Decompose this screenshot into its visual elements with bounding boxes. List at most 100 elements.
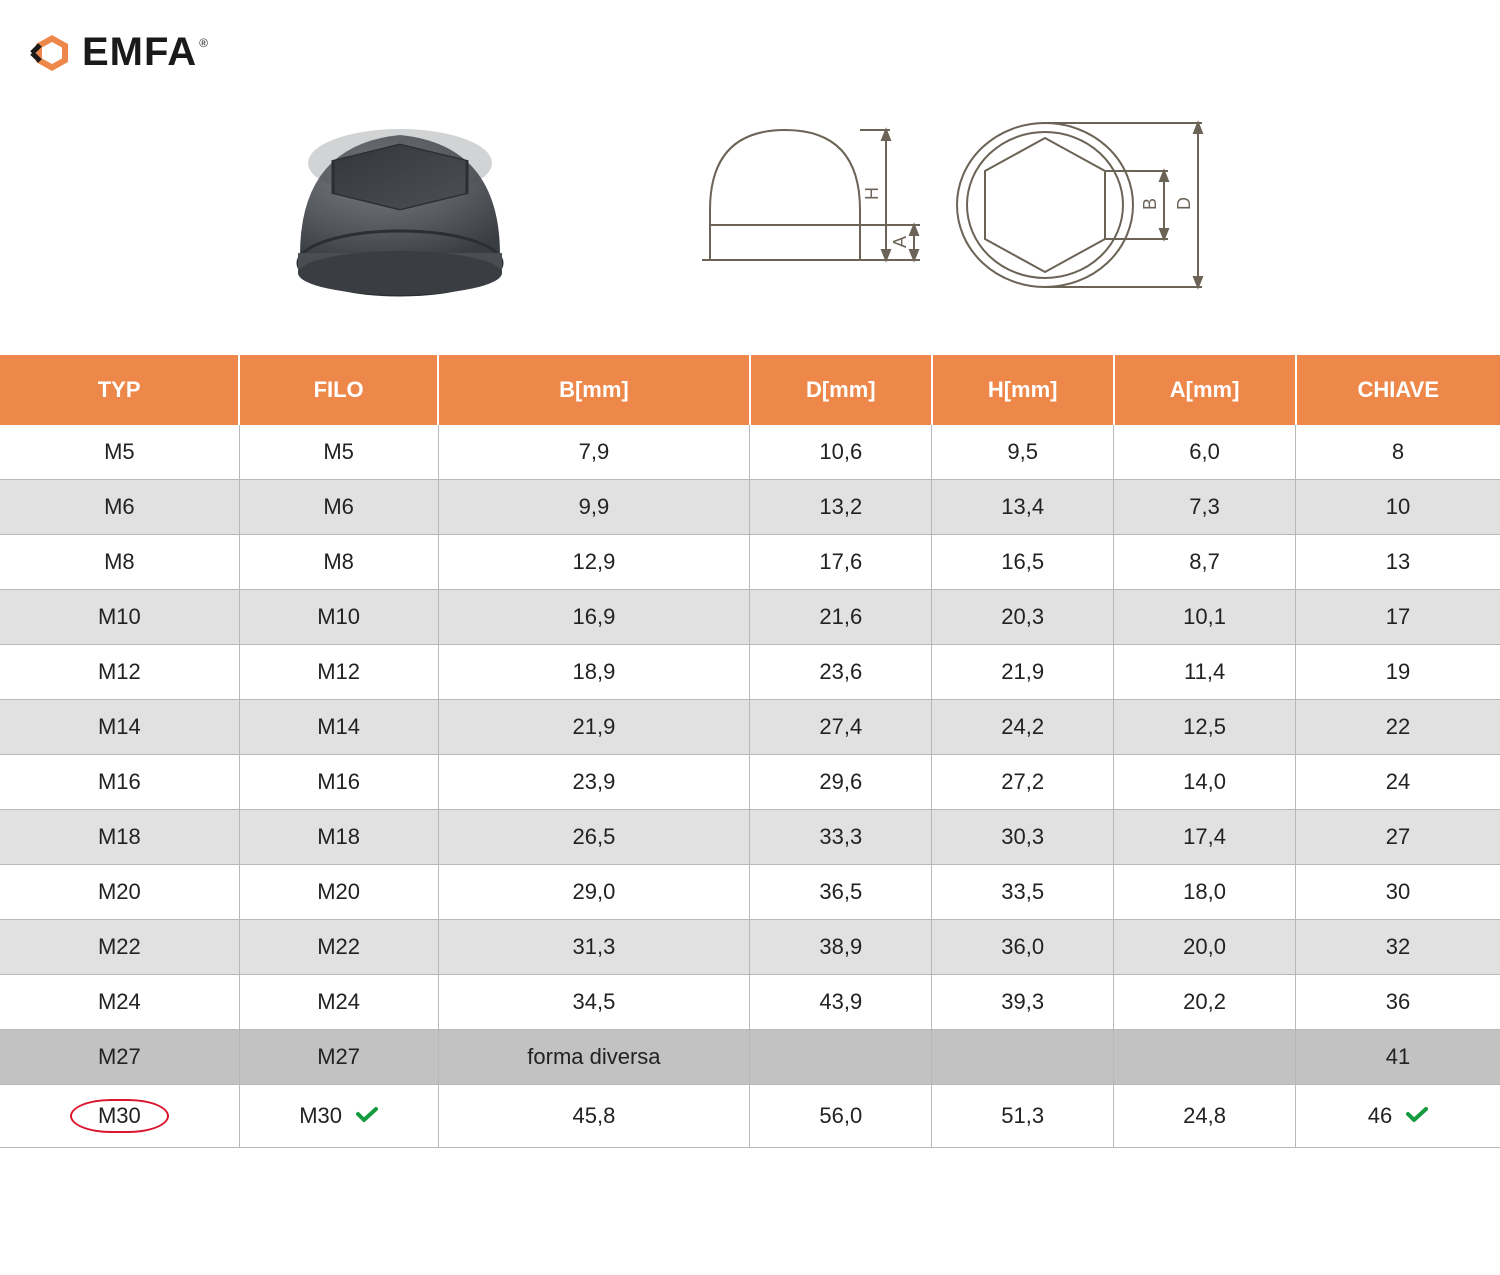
table-cell: 26,5 xyxy=(438,810,750,865)
dim-label-a: A xyxy=(890,236,910,248)
table-cell: M20 xyxy=(0,865,239,920)
table-cell: M12 xyxy=(0,645,239,700)
table-cell: 12,5 xyxy=(1114,700,1296,755)
table-cell: 45,8 xyxy=(438,1085,750,1148)
table-cell: 21,9 xyxy=(932,645,1114,700)
table-header: TYPFILOB[mm]D[mm]H[mm]A[mm]CHIAVE xyxy=(0,355,1500,425)
table-cell: 17,4 xyxy=(1114,810,1296,865)
table-cell: 21,9 xyxy=(438,700,750,755)
table-cell: 18,9 xyxy=(438,645,750,700)
table-row: M14M1421,927,424,212,522 xyxy=(0,700,1500,755)
diagram-side-view: H A xyxy=(690,110,920,300)
table-header-cell: TYP xyxy=(0,355,239,425)
table-cell: 33,3 xyxy=(750,810,932,865)
table-cell: 43,9 xyxy=(750,975,932,1030)
table-row: M24M2434,543,939,320,236 xyxy=(0,975,1500,1030)
table-row: M5M57,910,69,56,08 xyxy=(0,425,1500,480)
table-cell: 33,5 xyxy=(932,865,1114,920)
dim-label-b: B xyxy=(1140,198,1160,210)
table-cell: 23,9 xyxy=(438,755,750,810)
table-cell: M30 xyxy=(0,1085,239,1148)
diagram-top-view: B D xyxy=(950,110,1210,300)
table-cell: 13,2 xyxy=(750,480,932,535)
table-cell: M10 xyxy=(0,590,239,645)
table-cell: 30 xyxy=(1296,865,1500,920)
table-cell: 20,2 xyxy=(1114,975,1296,1030)
table-cell: 19 xyxy=(1296,645,1500,700)
table-cell: 38,9 xyxy=(750,920,932,975)
table-cell: 13 xyxy=(1296,535,1500,590)
logo-text: EMFA® xyxy=(82,30,207,75)
table-cell: 36 xyxy=(1296,975,1500,1030)
table-header-cell: D[mm] xyxy=(750,355,932,425)
table-cell: 31,3 xyxy=(438,920,750,975)
table-cell: 6,0 xyxy=(1114,425,1296,480)
table-cell: forma diversa xyxy=(438,1030,750,1085)
table-cell: 8,7 xyxy=(1114,535,1296,590)
dim-label-h: H xyxy=(862,187,882,200)
table-cell: M5 xyxy=(0,425,239,480)
table-cell: 7,3 xyxy=(1114,480,1296,535)
table-cell: M22 xyxy=(239,920,438,975)
table-cell xyxy=(750,1030,932,1085)
table-header-cell: CHIAVE xyxy=(1296,355,1500,425)
table-cell: 36,5 xyxy=(750,865,932,920)
table-cell: 36,0 xyxy=(932,920,1114,975)
table-body: M5M57,910,69,56,08M6M69,913,213,47,310M8… xyxy=(0,425,1500,1148)
table-cell: 24,2 xyxy=(932,700,1114,755)
dim-label-d: D xyxy=(1174,197,1194,210)
table-cell: 29,6 xyxy=(750,755,932,810)
table-cell: 10,6 xyxy=(750,425,932,480)
table-header-cell: H[mm] xyxy=(932,355,1114,425)
spec-table: TYPFILOB[mm]D[mm]H[mm]A[mm]CHIAVE M5M57,… xyxy=(0,355,1500,1148)
table-header-cell: B[mm] xyxy=(438,355,750,425)
table-cell: 20,3 xyxy=(932,590,1114,645)
table-cell: M12 xyxy=(239,645,438,700)
table-cell: 10 xyxy=(1296,480,1500,535)
logo-hex-icon xyxy=(30,31,74,75)
table-cell: 56,0 xyxy=(750,1085,932,1148)
table-cell: 14,0 xyxy=(1114,755,1296,810)
table-cell: 11,4 xyxy=(1114,645,1296,700)
highlighted-typ: M30 xyxy=(70,1099,169,1133)
table-cell: M30 xyxy=(239,1085,438,1148)
table-cell: 17,6 xyxy=(750,535,932,590)
table-row: M22M2231,338,936,020,032 xyxy=(0,920,1500,975)
table-cell: 10,1 xyxy=(1114,590,1296,645)
table-row: M8M812,917,616,58,713 xyxy=(0,535,1500,590)
table-cell xyxy=(1114,1030,1296,1085)
table-cell: M16 xyxy=(0,755,239,810)
table-cell: 12,9 xyxy=(438,535,750,590)
table-cell: 27,4 xyxy=(750,700,932,755)
table-cell: M14 xyxy=(239,700,438,755)
table-cell: 30,3 xyxy=(932,810,1114,865)
table-cell: 39,3 xyxy=(932,975,1114,1030)
table-cell: M14 xyxy=(0,700,239,755)
table-cell: M24 xyxy=(239,975,438,1030)
table-cell: M27 xyxy=(0,1030,239,1085)
registered-mark: ® xyxy=(199,36,209,50)
table-cell: M22 xyxy=(0,920,239,975)
table-cell: 7,9 xyxy=(438,425,750,480)
table-row: M16M1623,929,627,214,024 xyxy=(0,755,1500,810)
table-cell: 20,0 xyxy=(1114,920,1296,975)
table-cell: 41 xyxy=(1296,1030,1500,1085)
table-row: M6M69,913,213,47,310 xyxy=(0,480,1500,535)
table-cell: M27 xyxy=(239,1030,438,1085)
table-cell xyxy=(932,1030,1114,1085)
table-cell: M6 xyxy=(239,480,438,535)
table-cell: M5 xyxy=(239,425,438,480)
logo: EMFA® xyxy=(0,30,1500,75)
table-cell: 34,5 xyxy=(438,975,750,1030)
table-cell: 32 xyxy=(1296,920,1500,975)
table-cell: 9,9 xyxy=(438,480,750,535)
table-cell: M10 xyxy=(239,590,438,645)
check-icon xyxy=(356,1103,378,1129)
table-cell: 9,5 xyxy=(932,425,1114,480)
table-cell: M6 xyxy=(0,480,239,535)
table-cell: 29,0 xyxy=(438,865,750,920)
table-cell: 24 xyxy=(1296,755,1500,810)
table-cell: 8 xyxy=(1296,425,1500,480)
table-cell: 13,4 xyxy=(932,480,1114,535)
table-cell: 24,8 xyxy=(1114,1085,1296,1148)
